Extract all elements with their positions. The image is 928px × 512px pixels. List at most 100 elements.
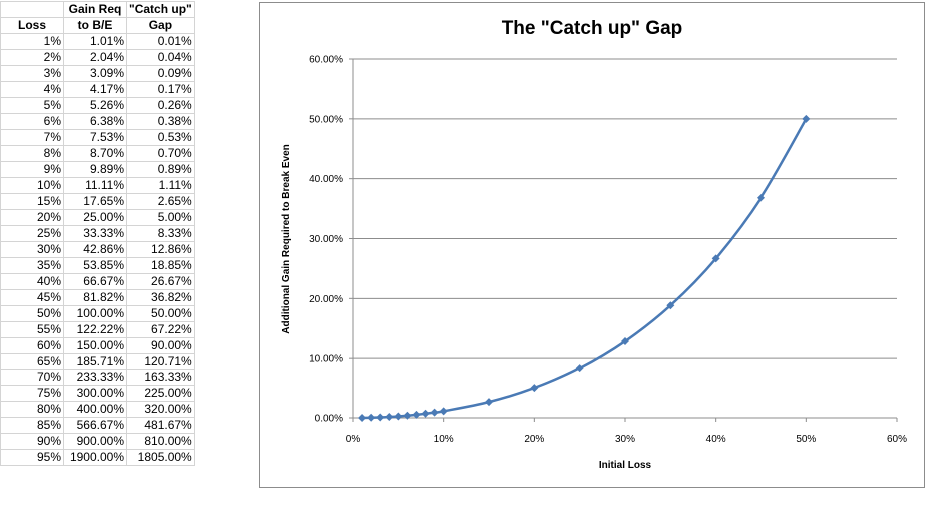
header-cell[interactable] — [0, 1, 64, 18]
table-cell[interactable]: 0.38% — [126, 113, 195, 130]
table-cell[interactable]: 0.09% — [126, 65, 195, 82]
table-cell[interactable]: 1805.00% — [126, 449, 195, 466]
data-point-marker[interactable] — [666, 301, 675, 310]
table-cell[interactable]: 2.65% — [126, 193, 195, 210]
table-cell[interactable]: 11.11% — [63, 177, 127, 194]
table-cell[interactable]: 90.00% — [126, 337, 195, 354]
table-cell[interactable]: 3% — [0, 65, 64, 82]
table-cell[interactable]: 1.01% — [63, 33, 127, 50]
table-cell[interactable]: 163.33% — [126, 369, 195, 386]
table-cell[interactable]: 4.17% — [63, 81, 127, 98]
table-cell[interactable]: 122.22% — [63, 321, 127, 338]
table-cell[interactable]: 4% — [0, 81, 64, 98]
table-cell[interactable]: 3.09% — [63, 65, 127, 82]
table-cell[interactable]: 26.67% — [126, 273, 195, 290]
data-point-marker[interactable] — [394, 412, 403, 421]
table-cell[interactable]: 20% — [0, 209, 64, 226]
table-cell[interactable]: 1.11% — [126, 177, 195, 194]
data-point-marker[interactable] — [412, 410, 421, 419]
data-point-marker[interactable] — [403, 411, 412, 420]
table-cell[interactable]: 1% — [0, 33, 64, 50]
data-point-marker[interactable] — [711, 254, 720, 263]
table-cell[interactable]: 8.70% — [63, 145, 127, 162]
data-point-marker[interactable] — [367, 413, 376, 422]
table-cell[interactable]: 0.70% — [126, 145, 195, 162]
table-cell[interactable]: 8.33% — [126, 225, 195, 242]
table-cell[interactable]: 42.86% — [63, 241, 127, 258]
table-cell[interactable]: 6% — [0, 113, 64, 130]
data-point-marker[interactable] — [358, 413, 367, 422]
table-cell[interactable]: 7% — [0, 129, 64, 146]
table-cell[interactable]: 0.26% — [126, 97, 195, 114]
table-cell[interactable]: 90% — [0, 433, 64, 450]
header-cell[interactable]: Gain Req — [63, 1, 127, 18]
header-cell[interactable]: Loss — [0, 17, 64, 34]
header-cell[interactable]: "Catch up" — [126, 1, 195, 18]
table-cell[interactable]: 300.00% — [63, 385, 127, 402]
data-point-marker[interactable] — [757, 193, 765, 202]
table-cell[interactable]: 95% — [0, 449, 64, 466]
data-point-marker[interactable] — [802, 114, 811, 123]
table-cell[interactable]: 65% — [0, 353, 64, 370]
table-cell[interactable]: 60% — [0, 337, 64, 354]
table-cell[interactable]: 36.82% — [126, 289, 195, 306]
table-cell[interactable]: 9% — [0, 161, 64, 178]
header-cell[interactable]: Gap — [126, 17, 195, 34]
table-cell[interactable]: 18.85% — [126, 257, 195, 274]
data-point-marker[interactable] — [621, 337, 629, 346]
table-cell[interactable]: 0.53% — [126, 129, 195, 146]
table-cell[interactable]: 120.71% — [126, 353, 195, 370]
table-cell[interactable]: 185.71% — [63, 353, 127, 370]
table-cell[interactable]: 40% — [0, 273, 64, 290]
table-cell[interactable]: 50.00% — [126, 305, 195, 322]
table-cell[interactable]: 150.00% — [63, 337, 127, 354]
table-cell[interactable]: 2.04% — [63, 49, 127, 66]
table-cell[interactable]: 53.85% — [63, 257, 127, 274]
table-cell[interactable]: 7.53% — [63, 129, 127, 146]
table-cell[interactable]: 12.86% — [126, 241, 195, 258]
table-cell[interactable]: 566.67% — [63, 417, 127, 434]
chart-area[interactable]: The "Catch up" Gap 0.00% 10.00% 20.00% 30.0… — [259, 2, 925, 488]
table-cell[interactable]: 81.82% — [63, 289, 127, 306]
table-cell[interactable]: 1900.00% — [63, 449, 127, 466]
table-cell[interactable]: 35% — [0, 257, 64, 274]
table-cell[interactable]: 0.89% — [126, 161, 195, 178]
data-point-marker[interactable] — [575, 364, 584, 373]
table-cell[interactable]: 55% — [0, 321, 64, 338]
table-cell[interactable]: 45% — [0, 289, 64, 306]
data-point-marker[interactable] — [439, 407, 448, 416]
table-cell[interactable]: 233.33% — [63, 369, 127, 386]
table-cell[interactable]: 320.00% — [126, 401, 195, 418]
data-point-marker[interactable] — [430, 408, 439, 417]
table-cell[interactable]: 5.26% — [63, 97, 127, 114]
header-cell[interactable]: to B/E — [63, 17, 127, 34]
table-cell[interactable]: 85% — [0, 417, 64, 434]
table-cell[interactable]: 80% — [0, 401, 64, 418]
data-point-marker[interactable] — [421, 409, 430, 418]
table-cell[interactable]: 15% — [0, 193, 64, 210]
table-cell[interactable]: 810.00% — [126, 433, 195, 450]
table-cell[interactable]: 66.67% — [63, 273, 127, 290]
data-point-marker[interactable] — [376, 413, 385, 422]
table-cell[interactable]: 5% — [0, 97, 64, 114]
table-cell[interactable]: 6.38% — [63, 113, 127, 130]
table-cell[interactable]: 5.00% — [126, 209, 195, 226]
table-cell[interactable]: 900.00% — [63, 433, 127, 450]
table-cell[interactable]: 50% — [0, 305, 64, 322]
data-point-marker[interactable] — [485, 398, 493, 407]
table-cell[interactable]: 30% — [0, 241, 64, 258]
table-cell[interactable]: 10% — [0, 177, 64, 194]
data-point-marker[interactable] — [530, 384, 539, 393]
table-cell[interactable]: 75% — [0, 385, 64, 402]
table-cell[interactable]: 400.00% — [63, 401, 127, 418]
table-cell[interactable]: 225.00% — [126, 385, 195, 402]
table-cell[interactable]: 2% — [0, 49, 64, 66]
table-cell[interactable]: 17.65% — [63, 193, 127, 210]
table-cell[interactable]: 100.00% — [63, 305, 127, 322]
table-cell[interactable]: 67.22% — [126, 321, 195, 338]
table-cell[interactable]: 25% — [0, 225, 64, 242]
table-cell[interactable]: 70% — [0, 369, 64, 386]
table-cell[interactable]: 9.89% — [63, 161, 127, 178]
table-cell[interactable]: 25.00% — [63, 209, 127, 226]
table-cell[interactable]: 481.67% — [126, 417, 195, 434]
